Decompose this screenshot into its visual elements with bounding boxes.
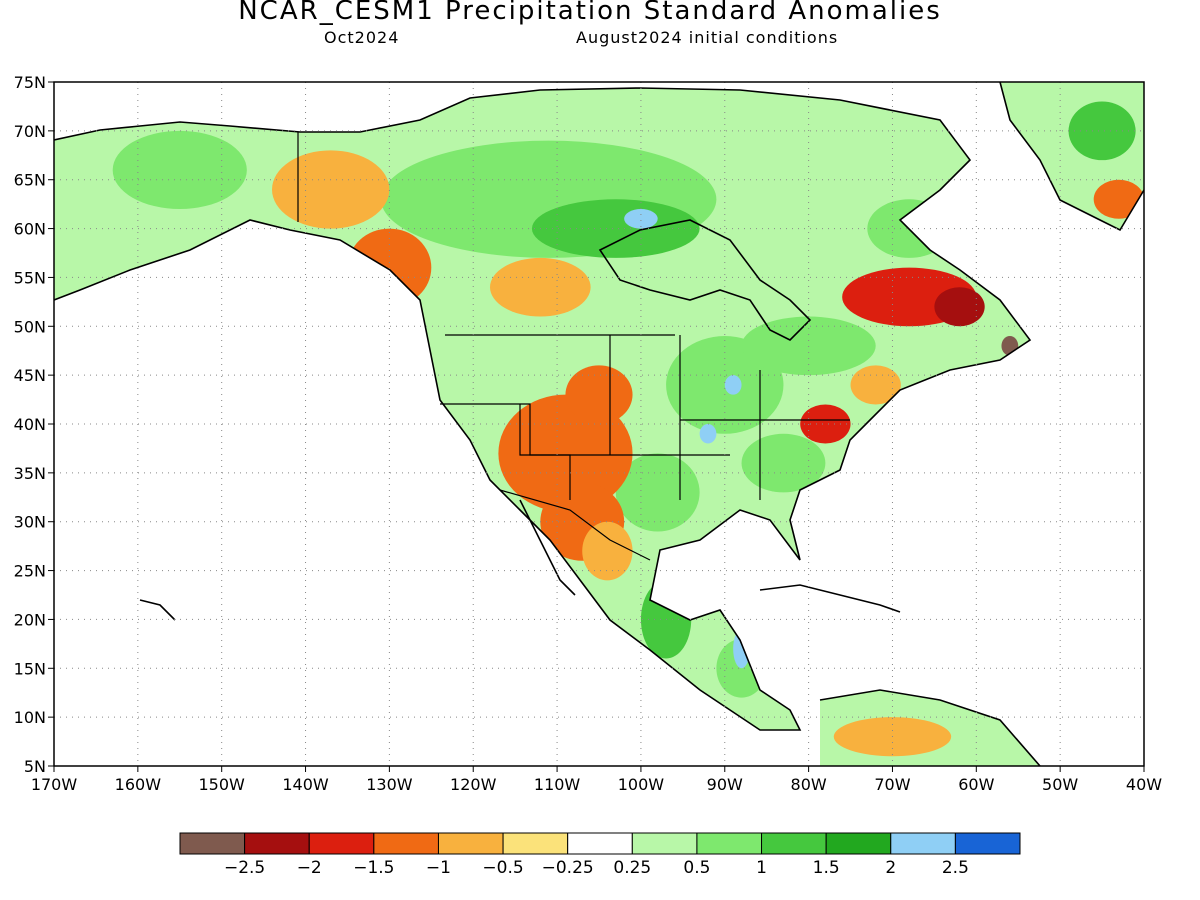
colorbar-swatch bbox=[890, 832, 956, 855]
colorbar-label: 2 bbox=[885, 858, 896, 878]
lon-tick-label: 60W bbox=[958, 775, 994, 794]
lon-tick-label: 80W bbox=[791, 775, 827, 794]
lat-tick-label: 5N bbox=[24, 757, 46, 776]
colorbar-label: −1 bbox=[426, 858, 451, 878]
colorbar-label: 1.5 bbox=[813, 858, 840, 878]
lat-tick-label: 60N bbox=[14, 220, 46, 239]
lat-tick-label: 55N bbox=[14, 268, 46, 287]
lat-tick-label: 70N bbox=[14, 122, 46, 141]
lat-tick-label: 10N bbox=[14, 708, 46, 727]
lon-tick-label: 90W bbox=[707, 775, 743, 794]
lat-tick-label: 25N bbox=[14, 562, 46, 581]
colorbar-swatch bbox=[696, 832, 763, 855]
initial-conditions-label: August2024 initial conditions bbox=[576, 28, 839, 47]
colorbar-swatch bbox=[244, 832, 310, 855]
axis-ticks: 75N 70N 65N 60N 55N 50N 45N 40N 35N 30N 25N 20N 15N 1… bbox=[14, 73, 1163, 794]
anomaly-region-blue bbox=[624, 209, 658, 229]
anomaly-region-blue bbox=[699, 424, 717, 444]
anomaly-region-green bbox=[741, 433, 826, 493]
colorbar-swatch bbox=[437, 832, 504, 855]
colorbar-swatch bbox=[761, 832, 827, 855]
anomaly-region-orange bbox=[347, 228, 432, 307]
lat-tick-label: 40N bbox=[14, 415, 46, 434]
colorbar-swatch bbox=[308, 832, 375, 855]
colorbar-label: −0.5 bbox=[482, 858, 523, 878]
lat-tick-label: 35N bbox=[14, 464, 46, 483]
colorbar-swatch bbox=[502, 832, 569, 855]
coastlines bbox=[54, 82, 1144, 766]
lat-tick-label: 30N bbox=[14, 513, 46, 532]
colorbar-label: 1 bbox=[756, 858, 767, 878]
colorbar-swatch bbox=[825, 832, 892, 855]
map-title: NCAR_CESM1 Precipitation Standard Anomal… bbox=[238, 0, 942, 26]
colorbar-label: 2.5 bbox=[942, 858, 969, 878]
anomaly-region-orange bbox=[850, 365, 901, 405]
anomaly-region-green bbox=[112, 130, 247, 210]
lat-tick-label: 65N bbox=[14, 171, 46, 190]
colorbar-label: −2 bbox=[297, 858, 322, 878]
lon-tick-label: 110W bbox=[534, 775, 581, 794]
colorbar: −2.5 −2 −1.5 −1 −0.5 −0.25 0.25 0.5 1 1.5 2 2.5 bbox=[179, 832, 1021, 878]
colorbar-label: −2.5 bbox=[224, 858, 265, 878]
lon-tick-label: 40W bbox=[1126, 775, 1162, 794]
lon-tick-label: 130W bbox=[366, 775, 413, 794]
colorbar-label: −0.25 bbox=[542, 858, 594, 878]
colorbar-swatch bbox=[954, 832, 1021, 855]
anomaly-region-green bbox=[741, 316, 876, 376]
lon-tick-label: 140W bbox=[282, 775, 329, 794]
lat-tick-label: 75N bbox=[14, 73, 46, 92]
political-boundaries bbox=[297, 132, 850, 561]
colorbar-swatch bbox=[567, 832, 633, 855]
colorbar-label: 0.5 bbox=[683, 858, 710, 878]
lon-tick-label: 170W bbox=[31, 775, 78, 794]
lat-tick-label: 15N bbox=[14, 659, 46, 678]
lat-tick-label: 20N bbox=[14, 610, 46, 629]
anomaly-region-orange bbox=[272, 150, 390, 229]
lon-tick-label: 70W bbox=[874, 775, 910, 794]
forecast-month: Oct2024 bbox=[324, 28, 400, 47]
anomaly-region-orange bbox=[565, 365, 633, 424]
anomaly-region-orange bbox=[498, 394, 633, 512]
colorbar-swatch bbox=[373, 832, 439, 855]
anomaly-region-orange bbox=[490, 257, 591, 317]
anomaly-region-blue bbox=[733, 629, 750, 669]
anomaly-region-red bbox=[934, 287, 985, 327]
anomaly-region-blue bbox=[724, 375, 742, 395]
anomaly-region-orange bbox=[582, 521, 633, 581]
lon-tick-label: 160W bbox=[115, 775, 162, 794]
lat-tick-label: 45N bbox=[14, 366, 46, 385]
lon-tick-label: 150W bbox=[199, 775, 246, 794]
anomaly-region-red bbox=[800, 404, 851, 444]
lon-tick-label: 50W bbox=[1042, 775, 1078, 794]
lon-tick-label: 100W bbox=[618, 775, 665, 794]
lat-tick-label: 50N bbox=[14, 317, 46, 336]
lat-lon-grid bbox=[54, 82, 1144, 766]
colorbar-swatch bbox=[179, 832, 246, 855]
colorbar-label: 0.25 bbox=[613, 858, 651, 878]
anomaly-region-orange bbox=[1093, 179, 1144, 219]
anomaly-region-green bbox=[531, 199, 700, 258]
colorbar-swatch bbox=[631, 832, 698, 855]
lon-tick-label: 120W bbox=[450, 775, 497, 794]
precipitation-field bbox=[54, 82, 1144, 766]
anomaly-region-green bbox=[1068, 101, 1136, 161]
colorbar-label: −1.5 bbox=[353, 858, 394, 878]
